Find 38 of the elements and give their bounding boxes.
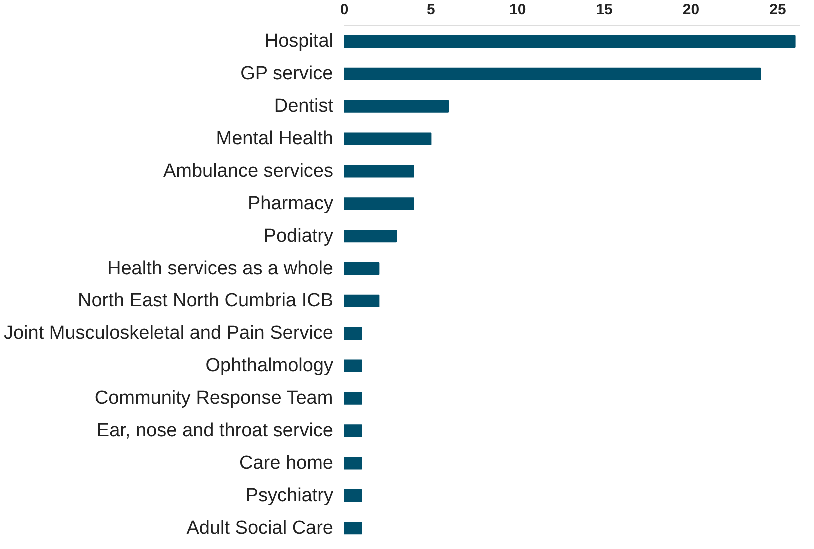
y-tick-label: Hospital bbox=[264, 31, 334, 52]
y-tick-label: Pharmacy bbox=[248, 193, 334, 214]
x-tick-label: 25 bbox=[770, 2, 786, 18]
bar bbox=[344, 100, 450, 113]
y-tick-label: Dentist bbox=[274, 96, 334, 118]
y-tick-label: North East North Cumbria ICB bbox=[78, 290, 334, 312]
bar bbox=[344, 198, 414, 210]
y-tick-label: Joint Musculoskeletal and Pain Service bbox=[4, 323, 334, 344]
x-tick-label: 10 bbox=[510, 2, 526, 18]
y-tick-label: Podiatry bbox=[264, 226, 334, 247]
bar bbox=[344, 392, 362, 405]
bar bbox=[344, 457, 362, 470]
y-tick-label: GP service bbox=[240, 64, 334, 85]
bar bbox=[344, 522, 362, 535]
y-tick-label: Health services as a whole bbox=[108, 258, 334, 280]
y-tick-label: Ophthalmology bbox=[206, 356, 334, 377]
y-tick-label: Community Response Team bbox=[94, 388, 334, 410]
bar bbox=[344, 360, 362, 372]
bar bbox=[344, 35, 796, 48]
y-tick-label: Care home bbox=[240, 452, 334, 474]
bar bbox=[344, 132, 432, 146]
bar bbox=[344, 294, 380, 308]
x-tick-label: 0 bbox=[340, 2, 349, 18]
bar bbox=[344, 490, 362, 502]
y-tick-label: Ambulance services bbox=[163, 160, 334, 182]
y-tick-label: Psychiatry bbox=[246, 485, 334, 506]
y-tick-label: Mental Health bbox=[216, 128, 334, 150]
bar bbox=[344, 68, 762, 80]
y-tick-label: Adult Social Care bbox=[186, 518, 334, 539]
x-tick-label: 5 bbox=[427, 2, 436, 18]
x-tick-label: 20 bbox=[682, 2, 700, 18]
x-tick-label: 15 bbox=[596, 2, 613, 18]
bar bbox=[344, 424, 362, 438]
bar bbox=[344, 165, 414, 178]
bar bbox=[344, 262, 380, 276]
bar bbox=[344, 327, 362, 340]
bar bbox=[344, 230, 398, 243]
y-tick-label: Ear, nose and throat service bbox=[96, 420, 334, 442]
